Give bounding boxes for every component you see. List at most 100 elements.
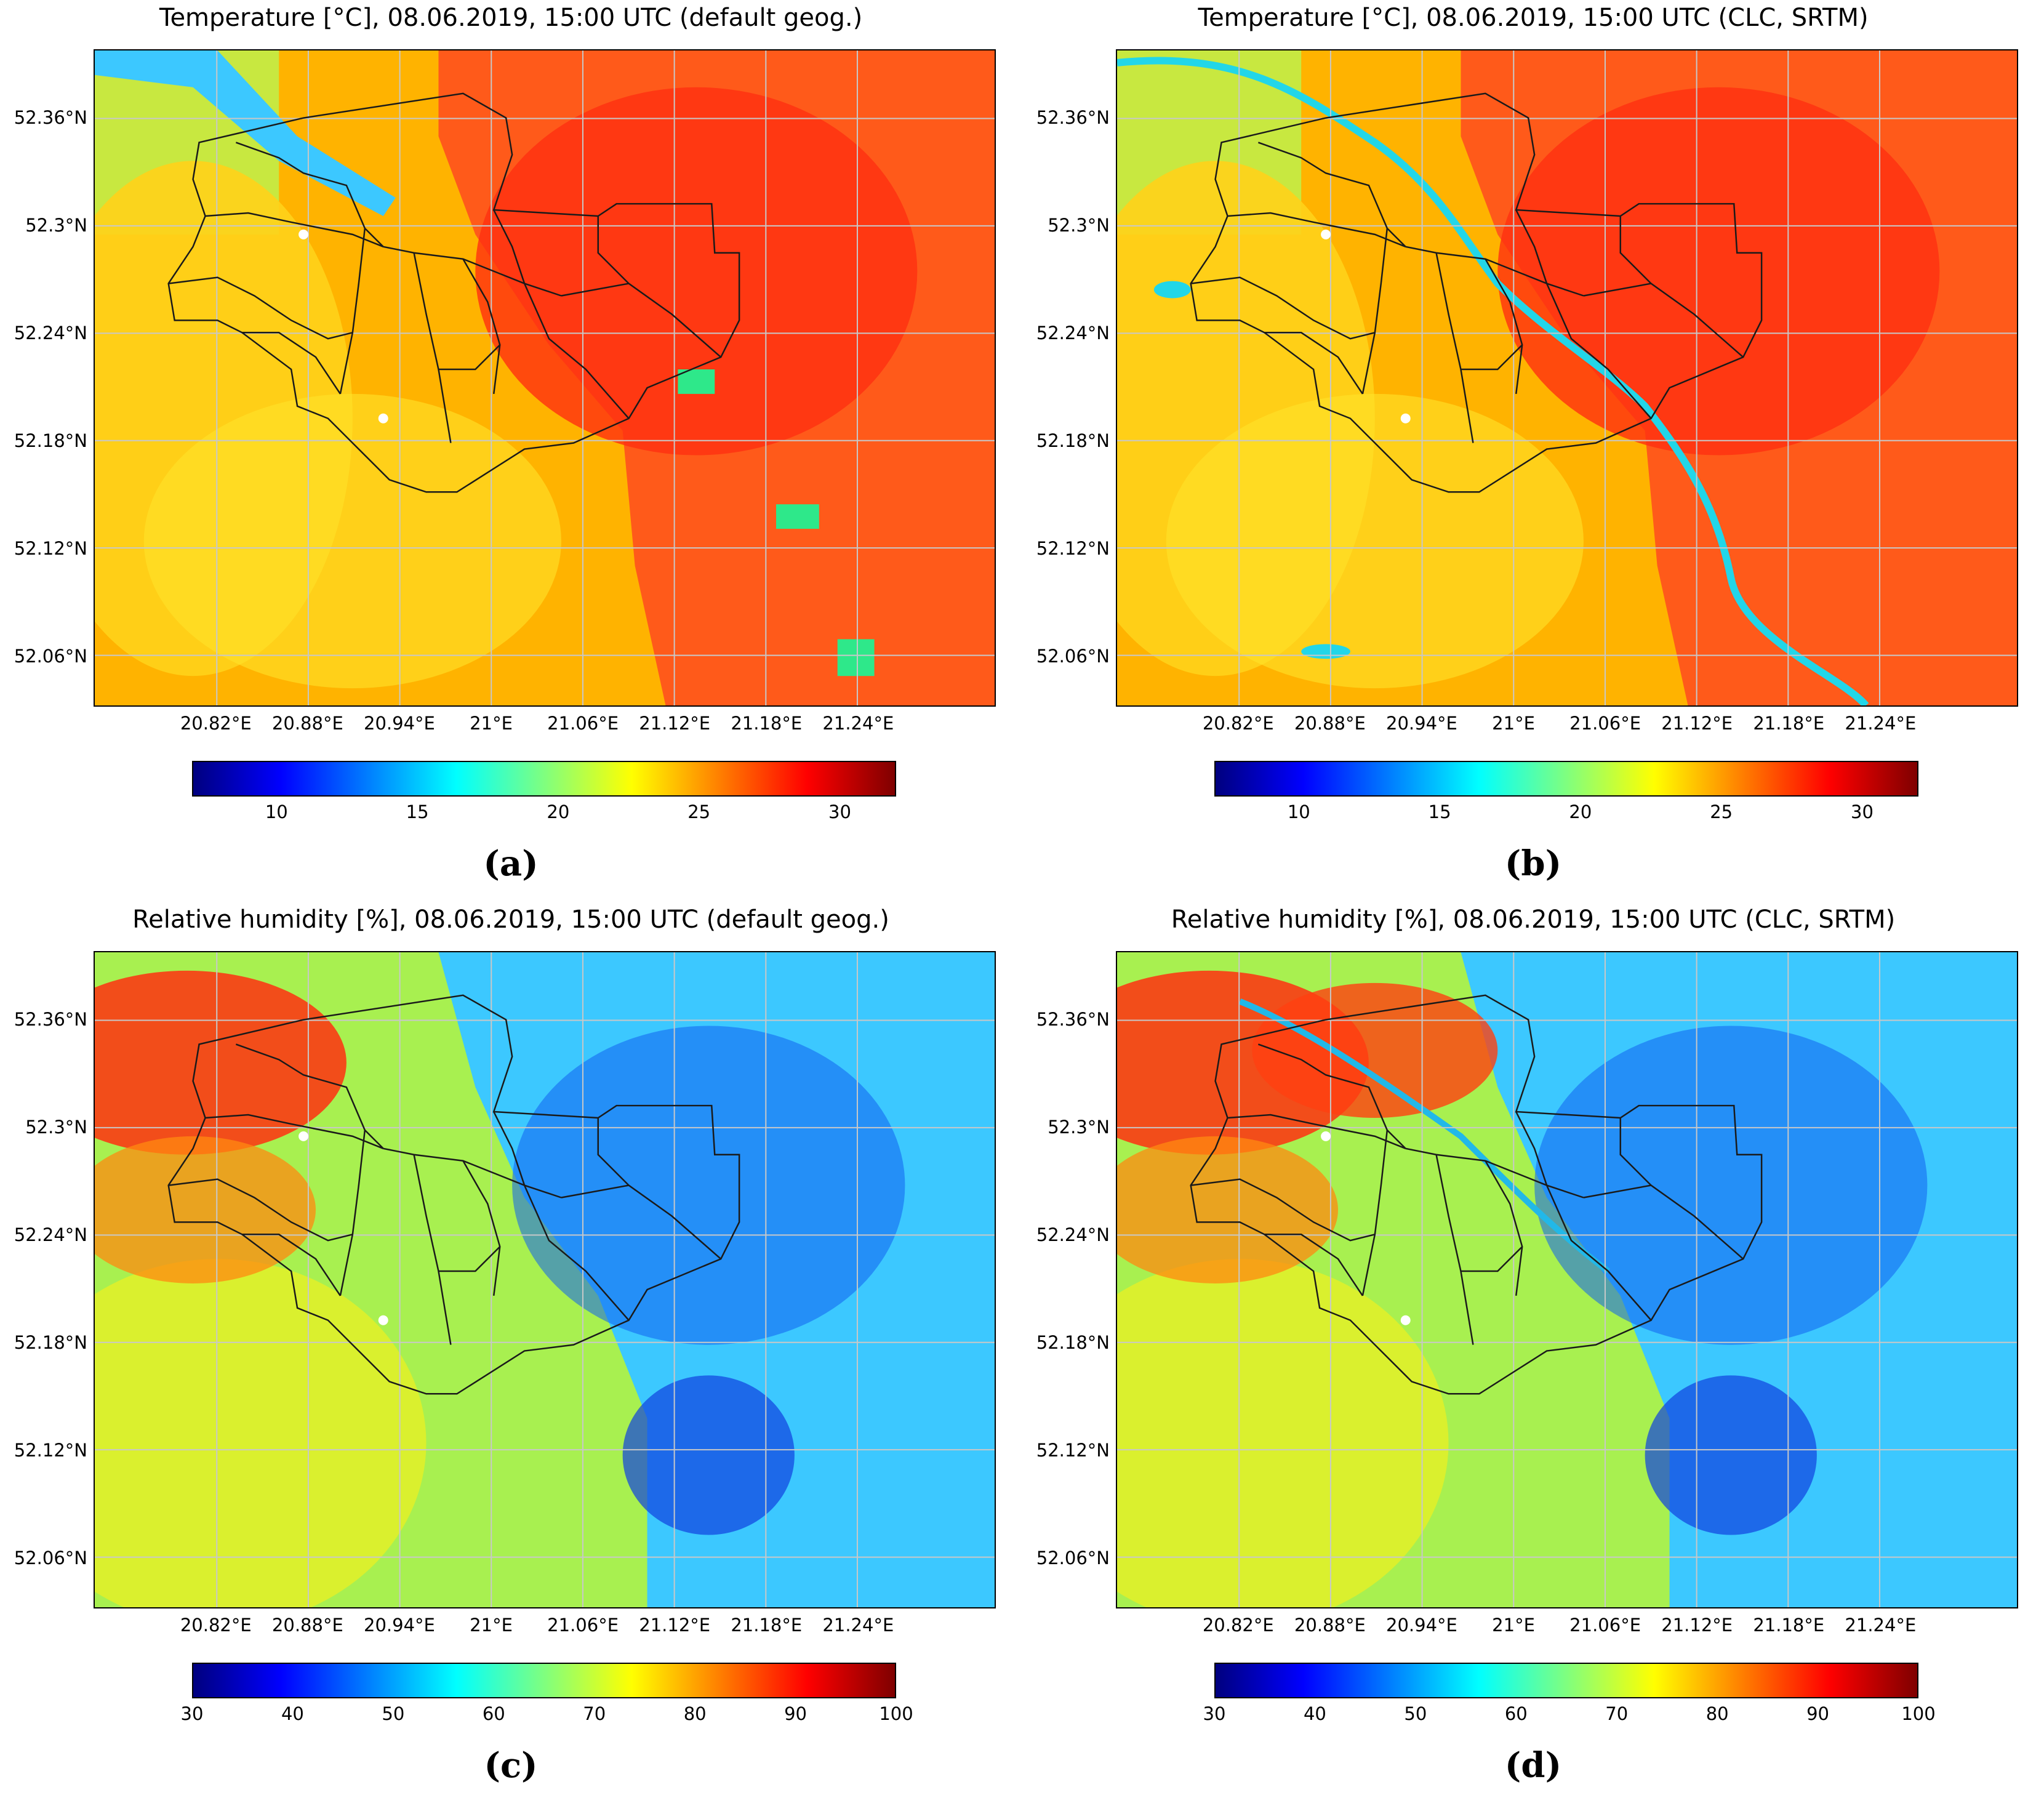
district-boundaries bbox=[167, 994, 740, 1395]
lon-tick-label: 21.12°E bbox=[639, 713, 711, 734]
panel-letter: (b) bbox=[1504, 843, 1562, 884]
lon-tick-label: 21.12°E bbox=[1661, 713, 1733, 734]
district-boundary bbox=[438, 344, 501, 371]
lon-tick-label: 20.94°E bbox=[364, 713, 435, 734]
gridlines bbox=[95, 50, 995, 705]
lat-tick-label: 52.36°N bbox=[14, 106, 87, 128]
station-marker bbox=[1400, 1315, 1411, 1325]
map-area bbox=[1116, 951, 2018, 1608]
district-boundary bbox=[462, 1160, 501, 1296]
colorbar bbox=[1214, 1663, 1918, 1698]
district-boundary bbox=[493, 209, 526, 284]
lon-tick-label: 21.12°E bbox=[1661, 1615, 1733, 1636]
lon-tick-label: 21°E bbox=[470, 1615, 513, 1636]
district-boundary bbox=[1515, 209, 1548, 284]
lat-tick-label: 52.18°N bbox=[14, 1332, 87, 1354]
district-boundary bbox=[561, 1184, 722, 1260]
temperature-field bbox=[95, 50, 995, 705]
district-boundary bbox=[1583, 1184, 1744, 1260]
colorbar-tick-label: 20 bbox=[1569, 801, 1592, 822]
lon-tick-label: 20.82°E bbox=[180, 1615, 252, 1636]
district-boundary bbox=[168, 1178, 353, 1242]
gridlines bbox=[1117, 952, 2017, 1607]
lat-tick-label: 52.12°N bbox=[1036, 538, 1110, 560]
lat-tick-label: 52.18°N bbox=[1036, 1332, 1110, 1354]
lon-tick-label: 21.24°E bbox=[822, 713, 894, 734]
lat-tick-label: 52.12°N bbox=[1036, 1440, 1110, 1461]
colorbar-tick-label: 15 bbox=[406, 801, 429, 822]
lat-tick-label: 52.3°N bbox=[25, 214, 87, 236]
colorbar-tick-label: 10 bbox=[265, 801, 288, 822]
colorbar-tick-label: 50 bbox=[382, 1703, 405, 1724]
district-boundary bbox=[1361, 1130, 1389, 1296]
colorbar-tick-label: 10 bbox=[1287, 801, 1310, 822]
lat-tick-label: 52.3°N bbox=[1048, 214, 1110, 236]
colorbar-tick-label: 100 bbox=[1901, 1703, 1936, 1724]
lon-tick-label: 20.82°E bbox=[1202, 1615, 1274, 1636]
district-boundary bbox=[493, 1111, 526, 1186]
district-boundary bbox=[1361, 228, 1389, 395]
colorbar-tick-label: 25 bbox=[1710, 801, 1733, 822]
map-panel-2: Temperature [°C], 08.06.2019, 15:00 UTC … bbox=[1022, 0, 2044, 901]
district-boundary bbox=[1461, 344, 1523, 371]
station-marker bbox=[378, 1315, 388, 1325]
lon-tick-label: 21.18°E bbox=[1753, 713, 1825, 734]
district-boundary bbox=[1227, 1114, 1406, 1149]
station-marker bbox=[299, 1131, 309, 1141]
district-boundary bbox=[523, 283, 630, 419]
colorbar-tick-label: 25 bbox=[687, 801, 711, 822]
district-boundary bbox=[597, 215, 630, 284]
district-boundary bbox=[242, 1234, 341, 1296]
colorbar bbox=[192, 761, 896, 797]
colorbar bbox=[192, 1663, 896, 1698]
lat-tick-label: 52.24°N bbox=[14, 323, 87, 344]
colorbar-tick-label: 60 bbox=[1504, 1703, 1528, 1724]
city-boundary bbox=[1190, 994, 1763, 1395]
district-boundary bbox=[339, 228, 366, 395]
district-boundary bbox=[235, 142, 384, 247]
district-boundary bbox=[1435, 252, 1474, 443]
colorbar-tick-label: 90 bbox=[1806, 1703, 1830, 1724]
lon-tick-label: 20.88°E bbox=[1294, 1615, 1366, 1636]
district-boundary bbox=[561, 283, 722, 358]
district-boundary bbox=[438, 1246, 501, 1272]
lat-tick-label: 52.36°N bbox=[14, 1008, 87, 1030]
lon-tick-label: 20.94°E bbox=[1386, 713, 1457, 734]
panel-title: Relative humidity [%], 08.06.2019, 15:00… bbox=[1171, 906, 1896, 934]
district-boundaries bbox=[167, 92, 740, 493]
map-panel-1: Temperature [°C], 08.06.2019, 15:00 UTC … bbox=[0, 0, 1022, 901]
lon-tick-label: 21.12°E bbox=[639, 1615, 711, 1636]
colorbar-tick-label: 40 bbox=[281, 1703, 304, 1724]
district-boundary bbox=[235, 1043, 384, 1149]
map-area bbox=[1116, 49, 2018, 707]
map-area bbox=[94, 49, 996, 707]
district-boundary bbox=[1190, 1178, 1376, 1242]
district-boundary bbox=[1435, 1154, 1474, 1345]
district-boundary bbox=[1461, 1246, 1523, 1272]
river-cells bbox=[95, 50, 396, 216]
colorbar-tick-label: 40 bbox=[1303, 1703, 1326, 1724]
district-boundary bbox=[168, 276, 353, 340]
gridlines bbox=[1117, 50, 2017, 705]
lon-tick-label: 21.18°E bbox=[731, 1615, 803, 1636]
lon-tick-label: 21°E bbox=[1492, 1615, 1535, 1636]
lat-tick-label: 52.24°N bbox=[1036, 1224, 1110, 1246]
colorbar-tick-label: 70 bbox=[583, 1703, 606, 1724]
panel-letter: (a) bbox=[483, 843, 539, 884]
lat-tick-label: 52.12°N bbox=[14, 538, 87, 560]
station-marker bbox=[378, 413, 388, 424]
panel-title: Relative humidity [%], 08.06.2019, 15:00… bbox=[132, 906, 889, 934]
panel-title: Temperature [°C], 08.06.2019, 15:00 UTC … bbox=[159, 4, 863, 32]
station-marker bbox=[1321, 229, 1331, 239]
lat-tick-label: 52.18°N bbox=[1036, 430, 1110, 452]
lon-tick-label: 21.06°E bbox=[547, 1615, 619, 1636]
map-svg bbox=[95, 50, 995, 705]
lon-tick-label: 21.06°E bbox=[1569, 713, 1641, 734]
district-boundaries bbox=[1190, 994, 1763, 1395]
lat-tick-label: 52.36°N bbox=[1036, 1008, 1110, 1030]
colorbar-tick-label: 70 bbox=[1605, 1703, 1629, 1724]
colorbar-tick-label: 30 bbox=[1851, 801, 1874, 822]
lat-tick-label: 52.24°N bbox=[1036, 323, 1110, 344]
colorbar-tick-label: 80 bbox=[1705, 1703, 1729, 1724]
colorbar-tick-label: 90 bbox=[784, 1703, 808, 1724]
